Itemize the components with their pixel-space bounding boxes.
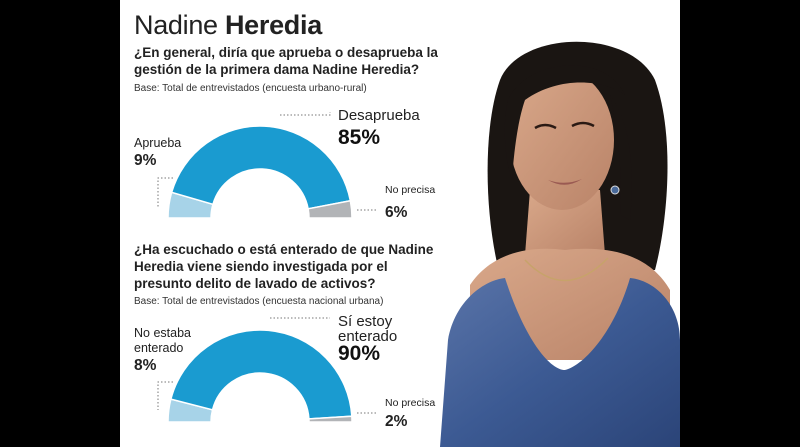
chart1-category-label-2: Desaprueba: [338, 107, 420, 124]
chart1-value-label-3: 6%: [385, 204, 408, 221]
title-last-name: Heredia: [224, 10, 322, 40]
chart1-leader-1: [157, 177, 173, 207]
infographic: Nadine Heredia: [120, 0, 680, 447]
chart1-leader-2: [280, 112, 331, 116]
chart1-category-label-3: No precisa: [385, 184, 436, 196]
chart2-category-label-2: Sí estoy enterado: [338, 313, 398, 345]
chart1-base: Base: Total de entrevistados (encuesta u…: [134, 83, 367, 94]
chart2-question: ¿Ha escuchado o está enterado de que Nad…: [134, 242, 434, 291]
chart2-slice-2: [169, 329, 353, 420]
chart2-leader-1: [157, 381, 173, 410]
portrait-photo: [440, 41, 680, 447]
chart1-slice-3: [307, 199, 353, 219]
chart2-value-label-3: 2%: [385, 413, 408, 430]
chart1-value-label-2: 85%: [338, 126, 381, 149]
chart2-category-label-1: No estaba enterado: [134, 326, 191, 355]
chart2-base: Base: Total de entrevistados (encuesta n…: [134, 296, 384, 307]
chart1-slice-2: [170, 125, 352, 210]
chart2-value-label-2: 90%: [338, 342, 381, 365]
title-first-name: Nadine: [134, 10, 218, 40]
chart1-category-label-1: Aprueba: [134, 136, 182, 150]
page-title: Nadine Heredia: [134, 10, 322, 41]
chart2-category-label-3: No precisa: [385, 397, 436, 409]
chart2-slice-3: [308, 415, 353, 423]
chart1-question: ¿En general, diría que aprueba o desapru…: [134, 45, 438, 77]
chart1-value-label-1: 9%: [134, 152, 157, 169]
chart2-value-label-1: 8%: [134, 357, 157, 374]
half-donut-charts: [157, 112, 378, 423]
